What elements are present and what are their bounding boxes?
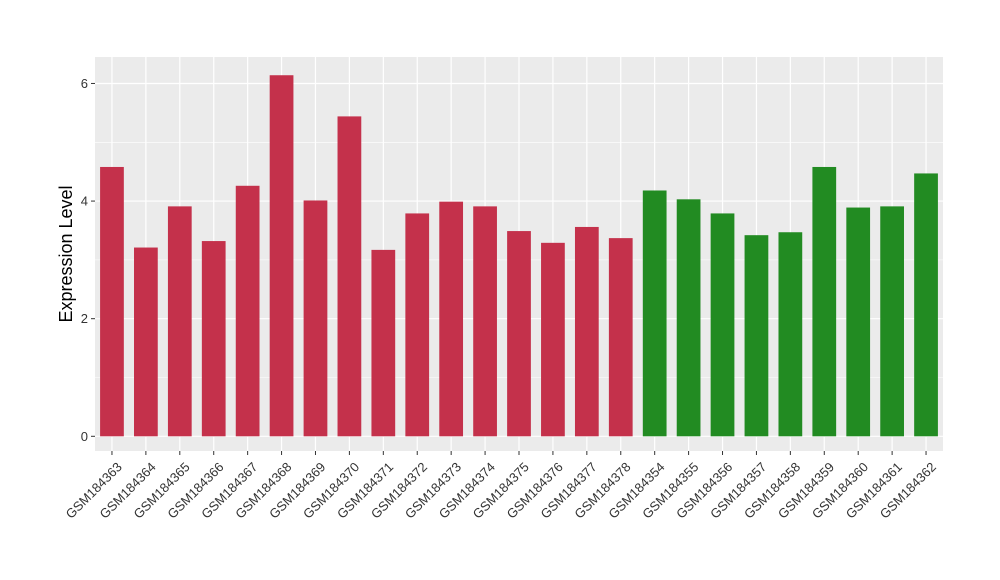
bar-gsm184373 [439, 201, 464, 437]
bar-gsm184359 [812, 166, 837, 437]
bar-gsm184369 [303, 200, 328, 437]
bar-gsm184376 [541, 242, 565, 437]
bar-gsm184360 [846, 207, 871, 437]
bar-gsm184357 [744, 235, 769, 437]
bar-gsm184355 [676, 199, 701, 437]
bar-gsm184371 [371, 249, 396, 437]
bar-gsm184364 [134, 247, 158, 437]
bar-gsm184365 [167, 206, 192, 437]
bar-gsm184367 [235, 185, 260, 437]
bar-gsm184378 [608, 238, 633, 437]
bar-gsm184356 [710, 213, 735, 437]
bars [100, 75, 938, 437]
y-axis: 0 2 4 6 [81, 76, 95, 444]
bar-gsm184363 [100, 166, 124, 437]
x-axis: GSM184363GSM184364GSM184365GSM184366GSM1… [63, 451, 939, 522]
bar-gsm184362 [914, 173, 938, 437]
bar-gsm184358 [778, 232, 803, 437]
y-axis-label: Expression Level [56, 185, 76, 322]
bar-gsm184361 [880, 206, 904, 437]
y-tick-label: 6 [81, 76, 88, 91]
y-tick-label: 4 [81, 194, 88, 209]
bar-gsm184374 [473, 206, 497, 437]
bar-gsm184370 [337, 116, 362, 437]
bar-gsm184366 [201, 241, 226, 437]
bar-gsm184354 [642, 190, 667, 437]
bar-gsm184375 [507, 231, 531, 437]
bar-gsm184377 [574, 226, 599, 437]
bar-gsm184372 [405, 213, 430, 437]
y-tick-label: 2 [81, 311, 88, 326]
bar-gsm184368 [269, 75, 294, 437]
y-tick-label: 0 [81, 429, 88, 444]
